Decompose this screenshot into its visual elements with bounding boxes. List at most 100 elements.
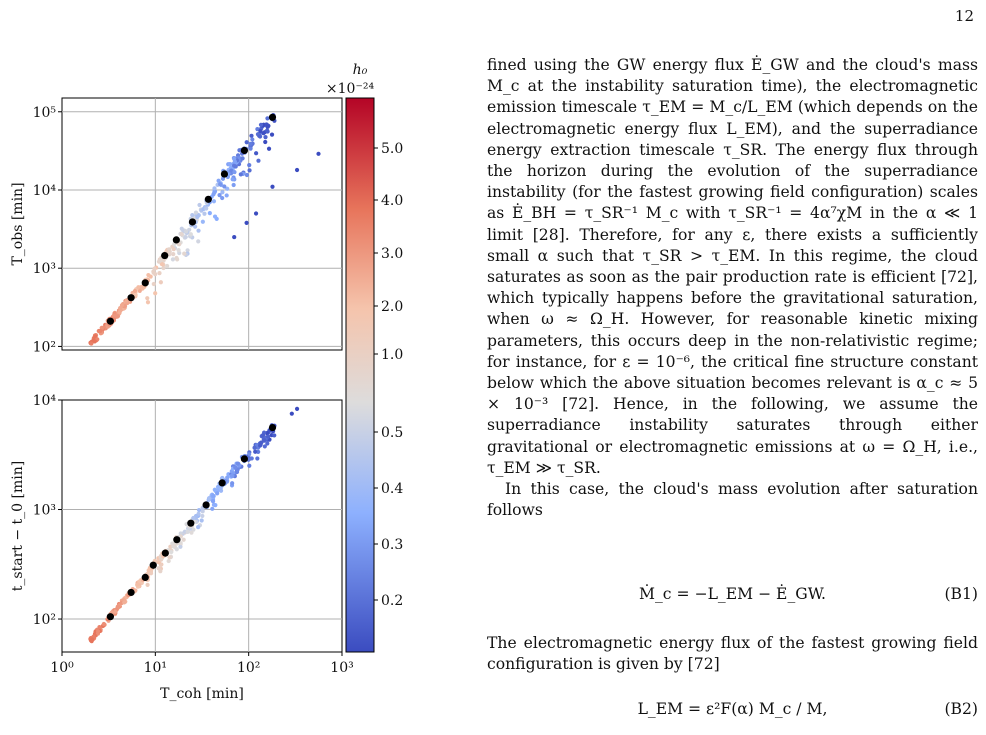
top-ytick-label: 10²	[33, 339, 56, 355]
bottom-scatter-point	[97, 624, 102, 630]
bottom-scatter-point	[181, 537, 186, 542]
top-scatter-point	[179, 232, 184, 237]
bottom-scatter-point	[235, 461, 240, 466]
bottom-scatter-point	[166, 558, 171, 564]
bottom-scatter-point	[254, 442, 260, 448]
bottom-scatter-point	[225, 475, 230, 480]
paragraph-2: In this case, the cloud's mass evolution…	[487, 480, 978, 520]
top-scatter-point	[193, 224, 198, 229]
bottom-ytick-label: 10³	[33, 503, 56, 519]
top-scatter-point	[195, 214, 200, 220]
top-scatter-point	[230, 177, 235, 182]
top-scatter-point	[212, 186, 217, 191]
top-scatter-point	[137, 288, 142, 293]
bottom-binned-mean	[161, 549, 169, 557]
bottom-scatter-point	[294, 406, 300, 411]
colorbar-tick-label: 0.2	[381, 593, 403, 609]
colorbar-tick-label: 2.0	[381, 299, 403, 315]
xtick-label: 10³	[330, 660, 353, 676]
top-scatter-point	[257, 134, 263, 139]
top-scatter-point	[253, 211, 259, 216]
top-scatter-point	[224, 193, 229, 198]
top-scatter-point	[204, 206, 209, 211]
top-scatter-point	[244, 220, 249, 225]
bottom-binned-mean	[141, 573, 149, 581]
top-binned-mean	[268, 113, 277, 121]
top-scatter-point	[152, 266, 157, 271]
bottom-scatter-point	[272, 433, 277, 438]
top-binned-mean	[127, 294, 135, 302]
bottom-scatter-point	[252, 445, 257, 450]
top-scatter-point	[190, 212, 195, 218]
colorbar-tick-label: 0.3	[381, 537, 403, 553]
top-scatter-point	[171, 247, 176, 252]
top-scatter-point	[161, 265, 166, 271]
top-scatter-point	[220, 195, 225, 201]
top-scatter-point	[231, 182, 236, 188]
top-scatter-point	[98, 328, 103, 334]
top-scatter-point	[247, 163, 252, 168]
top-scatter-point	[177, 242, 182, 247]
top-scatter-point	[218, 182, 223, 187]
top-scatter-point	[188, 232, 193, 237]
bottom-scatter-point	[265, 441, 270, 446]
colorbar-tick-label: 4.0	[381, 193, 403, 209]
xtick-label: 10²	[237, 660, 260, 676]
top-scatter-point	[151, 281, 156, 287]
top-scatter-point	[255, 127, 260, 132]
xlabel: T_coh [min]	[160, 686, 244, 702]
top-scatter-point	[158, 258, 163, 263]
bottom-scatter-point	[101, 621, 106, 627]
top-scatter-point	[244, 172, 250, 178]
top-scatter-point	[176, 248, 181, 253]
top-scatter-point	[196, 239, 201, 244]
top-scatter-point	[193, 210, 199, 215]
top-scatter-point	[256, 158, 261, 163]
top-scatter-point	[233, 164, 238, 169]
bottom-scatter-point	[255, 456, 260, 461]
bottom-scatter-point	[196, 507, 202, 513]
top-scatter-point	[132, 288, 138, 294]
top-scatter-point	[254, 151, 259, 156]
xtick-label: 10¹	[144, 660, 167, 676]
top-scatter-point	[171, 252, 176, 257]
equation-b1-expr: Ṁ_c = −L_EM − Ė_GW.	[639, 585, 826, 603]
colorbar-tick-label: 0.5	[381, 425, 403, 441]
bottom-scatter-point	[289, 411, 294, 416]
top-scatter-point	[266, 146, 272, 151]
bottom-binned-mean	[127, 588, 135, 597]
bottom-scatter-point	[174, 547, 179, 552]
bottom-scatter-point	[199, 518, 204, 523]
top-binned-mean	[188, 218, 197, 226]
bottom-scatter-point	[167, 555, 172, 560]
bottom-scatter-point	[178, 544, 183, 549]
bottom-binned-mean	[202, 501, 210, 509]
top-scatter-point	[232, 234, 237, 240]
bottom-scatter-point	[200, 513, 205, 519]
bottom-scatter-point	[196, 525, 201, 530]
top-ytick-label: 10⁴	[33, 183, 57, 199]
colorbar-tick-label: 0.4	[381, 481, 403, 497]
top-scatter-point	[166, 247, 172, 252]
bottom-scatter-point	[230, 481, 235, 486]
bottom-scatter-point	[148, 571, 154, 576]
colorbar-tick-label: 1.0	[381, 347, 403, 363]
top-scatter-point	[222, 184, 227, 189]
xtick-label: 10⁰	[50, 660, 74, 676]
page-number: 12	[954, 7, 974, 25]
equation-b2-expr: L_EM = ε²F(α) M_c / M,	[637, 700, 828, 718]
top-scatter-point	[237, 148, 242, 153]
top-scatter-point	[220, 190, 225, 195]
bottom-scatter-point	[145, 582, 150, 587]
top-scatter-point	[157, 271, 162, 276]
top-scatter-point	[175, 257, 180, 262]
top-scatter-point	[217, 192, 222, 198]
paragraph-3: The electromagnetic energy flux of the f…	[487, 634, 978, 674]
top-scatter-point	[238, 172, 243, 177]
bottom-scatter-point	[260, 433, 266, 438]
equation-b2: L_EM = ε²F(α) M_c / M, (B2)	[487, 700, 978, 726]
top-scatter-point	[225, 186, 230, 191]
bottom-scatter-point	[191, 515, 196, 521]
top-scatter-point	[265, 124, 270, 129]
top-scatter-point	[229, 168, 234, 173]
